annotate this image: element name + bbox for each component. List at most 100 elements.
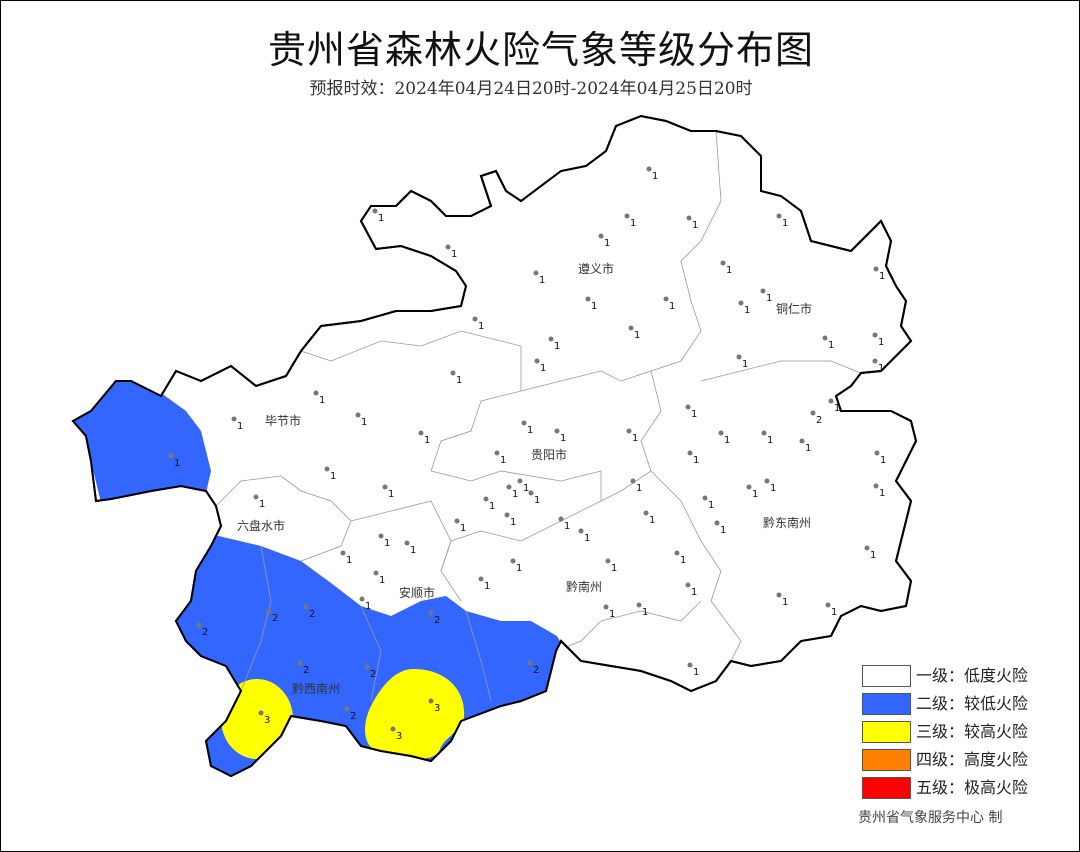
station-level: 1 (692, 220, 698, 231)
station-dot (630, 478, 636, 484)
station: 2 (196, 622, 208, 638)
station-level: 1 (456, 375, 462, 386)
station-dot (382, 484, 388, 490)
station-dot (873, 266, 879, 272)
station-dot (663, 296, 669, 302)
station: 1 (628, 325, 640, 341)
station: 1 (445, 244, 457, 260)
station-level: 3 (396, 731, 402, 742)
prefecture-border (300, 330, 522, 472)
prefecture-border (520, 130, 722, 392)
station: 1 (558, 516, 570, 532)
prefecture-border (215, 475, 352, 562)
station-dot (521, 420, 527, 426)
stations: 1 1 1 1 1 1 1 1 1 1 1 1 1 1 1 1 1 1 1 1 1 1 1 1 1 1 1 1 1 1 1 1 1 1 1 2 1 1 1 1… (168, 166, 886, 742)
station-level: 1 (365, 601, 371, 612)
station: 1 (478, 576, 490, 592)
station-level: 1 (319, 395, 325, 406)
station: 1 (450, 370, 462, 386)
station-dot (355, 412, 361, 418)
prefecture-border (465, 610, 492, 702)
station-dot (828, 398, 834, 404)
station-level: 1 (652, 171, 658, 182)
station-level: 1 (410, 545, 416, 556)
station-dot (527, 660, 533, 666)
station-dot (687, 662, 693, 668)
station: 1 (636, 602, 648, 618)
station-dot (454, 518, 460, 524)
station-dot (873, 483, 879, 489)
station-level: 1 (564, 521, 570, 532)
station-dot (478, 576, 484, 582)
credit: 贵州省气象服务中心 制 (858, 810, 1003, 826)
station: 1 (168, 453, 180, 469)
station-level: 1 (560, 433, 566, 444)
station-level: 1 (691, 409, 697, 420)
station: 1 (687, 450, 699, 466)
station-dot (776, 213, 782, 219)
station-dot (266, 608, 272, 614)
station-dot (603, 604, 609, 610)
station-dot (404, 540, 410, 546)
station: 3 (258, 710, 270, 726)
station: 1 (404, 540, 416, 556)
station-level: 1 (451, 249, 457, 260)
station-level: 1 (879, 271, 885, 282)
station-level: 1 (782, 597, 788, 608)
station: 1 (494, 450, 506, 466)
station-dot (533, 270, 539, 276)
station-level: 1 (527, 425, 533, 436)
station-dot (510, 558, 516, 564)
station: 1 (764, 478, 776, 494)
station-level: 2 (370, 669, 376, 680)
station-dot (506, 484, 512, 490)
station-level: 1 (554, 341, 560, 352)
station-dot (720, 260, 726, 266)
station-dot (445, 244, 451, 250)
station-level: 1 (878, 363, 884, 374)
station: 1 (506, 484, 518, 500)
station-level: 1 (259, 499, 265, 510)
station-level: 1 (708, 500, 714, 511)
station-level: 1 (669, 301, 675, 312)
station-dot (685, 404, 691, 410)
station: 1 (873, 483, 885, 499)
station-dot (760, 288, 766, 294)
city-label: 黔西南州 (292, 681, 340, 696)
station-level: 1 (770, 483, 776, 494)
station: 1 (760, 288, 772, 304)
station-level: 1 (460, 523, 466, 534)
station-level: 1 (512, 489, 518, 500)
station-level: 2 (816, 415, 822, 426)
legend-label: 二级：较低火险 (916, 694, 1029, 713)
station: 1 (378, 533, 390, 549)
legend-swatch (862, 721, 911, 743)
station-level: 2 (309, 609, 315, 620)
station-dot (822, 335, 828, 341)
station-dot (372, 208, 378, 214)
legend-item: 二级：较低火险 (862, 690, 1028, 718)
station-level: 1 (636, 483, 642, 494)
station: 1 (685, 404, 697, 420)
station-dot (687, 450, 693, 456)
station: 1 (738, 300, 750, 316)
station-dot (258, 710, 264, 716)
station: 1 (521, 420, 533, 436)
station-dot (344, 706, 350, 712)
station-level: 1 (724, 435, 730, 446)
station: 1 (873, 266, 885, 282)
station-dot (764, 478, 770, 484)
prefecture-border (350, 500, 462, 602)
station-level: 1 (534, 495, 540, 506)
city-label: 黔东南州 (763, 515, 811, 530)
city-label: 贵阳市 (531, 447, 567, 462)
station: 1 (359, 596, 371, 612)
station: 3 (428, 698, 440, 714)
station-dot (359, 596, 365, 602)
station: 1 (714, 520, 726, 536)
station: 1 (483, 496, 495, 512)
station: 1 (313, 390, 325, 406)
